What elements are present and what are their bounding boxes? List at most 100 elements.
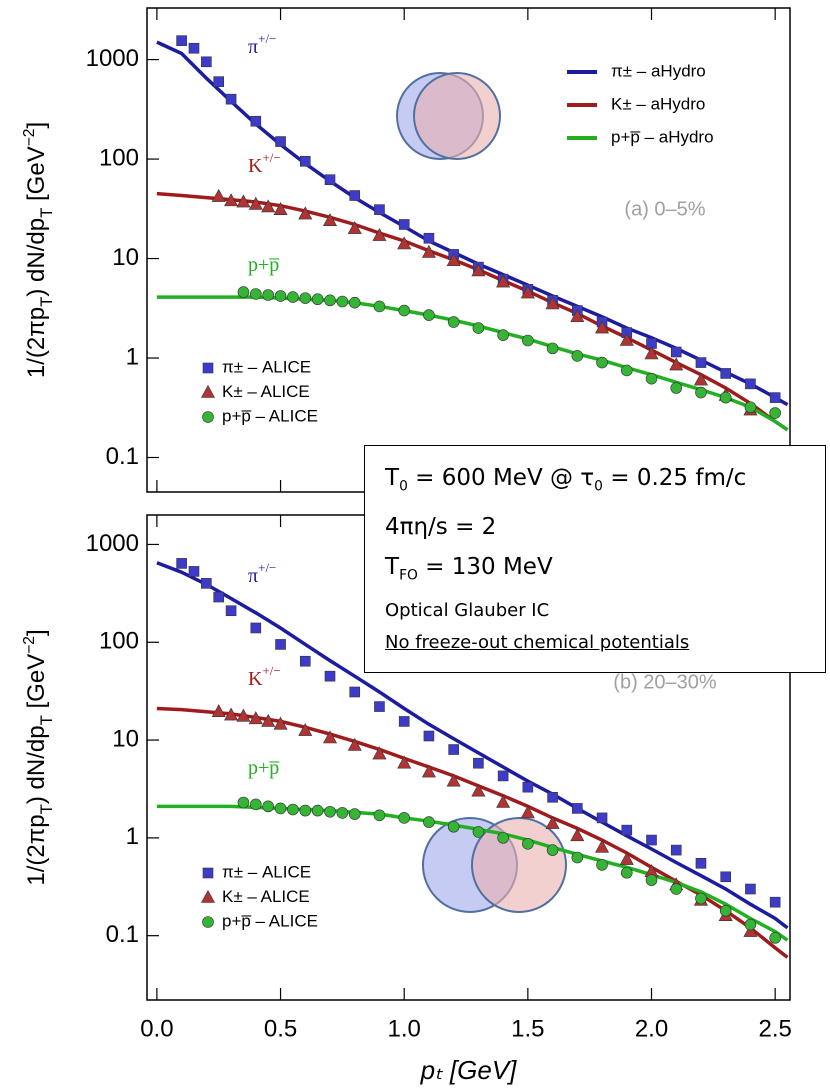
text-part: +/− — [262, 150, 280, 165]
data-point — [497, 832, 509, 844]
x-tick-label: 1.0 — [388, 1015, 421, 1042]
info-line: Optical Glauber IC — [385, 595, 825, 627]
legend-marker — [202, 916, 214, 928]
plot-area — [156, 35, 789, 432]
data-point — [446, 773, 461, 787]
text-part: ) dN/dp — [23, 725, 50, 804]
data-point — [336, 807, 349, 819]
data-point — [619, 332, 634, 346]
data-point — [669, 357, 684, 371]
data-point — [447, 820, 460, 833]
curve-label: π+/− — [248, 560, 276, 586]
data-point — [646, 834, 657, 846]
data-point — [595, 320, 610, 334]
data-point — [596, 356, 608, 369]
data-point — [250, 288, 262, 300]
data-point — [225, 93, 237, 105]
data-point — [201, 578, 212, 589]
text-part: p+p̅ — [248, 757, 280, 779]
data-point — [397, 755, 412, 769]
data-point — [522, 334, 534, 347]
data-point — [250, 115, 262, 127]
y-tick-label: 1000 — [86, 45, 139, 72]
text-part: 0 — [594, 478, 603, 495]
data-point — [273, 716, 288, 730]
text-part: = 130 MeV — [417, 553, 553, 580]
curve-label: K+/− — [248, 663, 281, 689]
data-point — [769, 932, 781, 944]
y-tick-label: 1 — [126, 343, 139, 370]
text-part: −2 — [21, 129, 38, 147]
data-point — [336, 295, 349, 308]
data-point — [323, 730, 338, 744]
legend-marker — [202, 411, 214, 423]
data-point — [570, 828, 585, 842]
legend-label: K± – aHydro — [611, 94, 705, 113]
text-part: K — [248, 668, 263, 690]
y-tick-label: 10 — [112, 244, 139, 271]
text-part: T — [385, 553, 400, 580]
data-point — [448, 744, 459, 755]
data-point — [471, 263, 486, 277]
text-part: ] — [23, 122, 50, 129]
text-part: T — [37, 804, 56, 814]
data-point — [695, 386, 707, 399]
y-tick-label: 10 — [112, 725, 139, 752]
info-line: T0 = 600 MeV @ τ0 = 0.25 fm/c — [385, 458, 825, 507]
panel-annotation: (b) 20–30% — [613, 671, 717, 693]
data-point — [693, 372, 708, 386]
text-part: T — [37, 297, 56, 307]
text-part: Optical Glauber IC — [385, 600, 550, 622]
data-point — [572, 803, 583, 814]
data-point — [421, 244, 436, 258]
data-point — [571, 851, 584, 864]
curve-label: p+p̅ — [248, 757, 280, 779]
data-point — [720, 368, 732, 379]
data-point — [744, 918, 757, 931]
legend-marker — [200, 384, 216, 398]
data-point — [261, 713, 276, 727]
data-point — [347, 220, 362, 234]
data-point — [769, 896, 781, 908]
y-tick-label: 0.1 — [106, 921, 139, 948]
data-point — [237, 796, 250, 809]
text-part: No freeze-out chemical potentials — [385, 632, 690, 654]
data-point — [398, 304, 411, 317]
text-part: +/− — [258, 560, 276, 575]
info-line: No freeze-out chemical potentials — [385, 627, 825, 659]
data-point — [250, 622, 262, 634]
data-point — [546, 844, 559, 856]
data-point — [545, 815, 560, 829]
text-part: ] — [23, 629, 50, 636]
info-line: 4πη/s = 2 — [385, 507, 825, 547]
text-part: T — [37, 208, 56, 218]
data-point — [373, 300, 386, 313]
data-point — [236, 708, 251, 722]
data-point — [571, 350, 584, 362]
legend-label: p+p̅ – ALICE — [222, 406, 318, 425]
data-point — [287, 803, 299, 816]
data-point — [645, 874, 658, 886]
legend-marker — [200, 889, 216, 903]
data-point — [496, 274, 511, 288]
data-point — [596, 859, 608, 871]
data-point — [496, 794, 511, 808]
data-point — [745, 883, 756, 895]
data-point — [237, 286, 250, 298]
curve-label: π+/− — [248, 31, 276, 57]
data-point — [324, 294, 336, 307]
data-point — [299, 292, 312, 304]
data-point — [645, 372, 658, 385]
data-point — [261, 199, 276, 213]
panel-annotation: (a) 0–5% — [624, 198, 705, 220]
data-point — [274, 802, 287, 815]
data-point — [372, 227, 387, 241]
data-point — [374, 701, 385, 712]
data-point — [262, 289, 274, 301]
data-point — [472, 322, 485, 334]
info-box: T0 = 600 MeV @ τ0 = 0.25 fm/c 4πη/s = 2 TF… — [364, 445, 826, 673]
data-point — [275, 136, 286, 147]
data-point — [201, 56, 212, 68]
data-point — [421, 764, 436, 778]
